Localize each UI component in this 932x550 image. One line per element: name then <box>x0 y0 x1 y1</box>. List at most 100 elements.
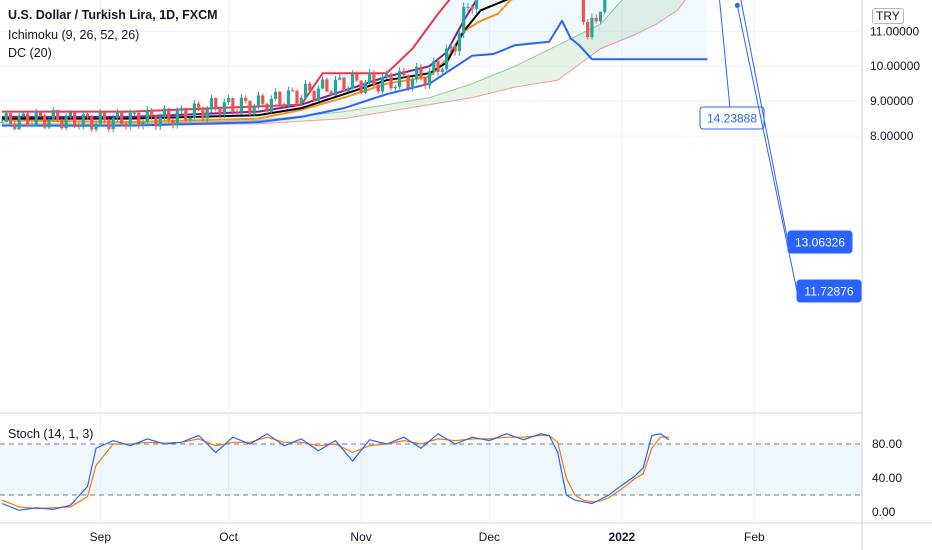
candle-body <box>586 21 590 38</box>
candle-body <box>440 69 444 72</box>
time-tick-label: Sep <box>90 530 112 544</box>
candle-body <box>107 120 111 130</box>
candle-body <box>4 113 8 123</box>
candle-body <box>26 113 30 127</box>
callout-anchor <box>734 2 740 8</box>
callout-value: 13.06326 <box>795 236 845 250</box>
candle-body <box>338 77 342 80</box>
candle-body <box>355 74 359 81</box>
candle-body <box>38 111 43 116</box>
candle-body <box>154 116 158 127</box>
candle-body <box>150 109 154 117</box>
candle-body <box>325 79 329 92</box>
candle-body <box>312 90 316 101</box>
callout-value: 14.23888 <box>707 112 757 126</box>
candle-body <box>598 11 603 22</box>
stoch-tick-label: 40.00 <box>872 471 902 485</box>
candle-body <box>73 112 77 126</box>
candle-body <box>47 119 51 128</box>
stoch-d-line <box>1 434 669 510</box>
leading-span-b <box>2 0 686 127</box>
candle-body <box>231 98 235 112</box>
candle-body <box>402 71 406 76</box>
candle-body <box>590 17 594 38</box>
candle-body <box>393 86 397 89</box>
candle-body <box>291 90 295 92</box>
callout-box <box>796 279 862 303</box>
candle-body <box>184 107 188 121</box>
callout-pointer <box>719 0 733 130</box>
candle-body <box>282 104 286 106</box>
candle-body <box>299 97 303 104</box>
stoch-tick-label: 80.00 <box>872 437 902 451</box>
candle-body <box>197 103 201 108</box>
candle-body <box>603 0 607 12</box>
donchian-legend[interactable]: DC (20) <box>8 46 52 60</box>
candle-body <box>98 112 102 124</box>
callout-value: 11.72876 <box>804 285 853 299</box>
symbol-title[interactable]: U.S. Dollar / Turkish Lira, 1D, FXCM <box>8 8 218 22</box>
candle-body <box>55 110 60 121</box>
donchian-fill <box>2 0 708 126</box>
candle-body <box>175 110 179 125</box>
candle-body <box>594 17 598 22</box>
candle-body <box>397 71 402 87</box>
candle-body <box>342 77 346 92</box>
price-tick-label: 10.00000 <box>870 59 920 73</box>
candle-body <box>432 61 436 72</box>
candle-body <box>385 73 389 78</box>
candle-body <box>43 115 47 128</box>
candle-body <box>158 116 162 127</box>
candle-body <box>449 46 453 49</box>
candle-body <box>363 82 367 93</box>
donchian-upper-line <box>2 0 451 113</box>
candle-body <box>90 116 94 130</box>
candle-body <box>13 123 17 130</box>
candle-body <box>321 79 325 89</box>
candle-body <box>218 108 222 116</box>
candle-body <box>34 111 38 126</box>
candle-body <box>295 90 299 104</box>
candle-body <box>205 109 209 119</box>
candle-body <box>346 88 350 92</box>
candle-body <box>261 95 265 104</box>
candle-body <box>423 77 427 86</box>
candle-body <box>209 98 214 110</box>
time-tick-label: Oct <box>219 530 238 544</box>
candle-body <box>252 106 256 114</box>
ichimoku-cloud <box>2 0 686 126</box>
candle-body <box>137 112 141 126</box>
callout-pointer <box>736 5 798 292</box>
candle-body <box>235 111 239 113</box>
ichimoku-legend[interactable]: Ichimoku (9, 26, 52, 26) <box>8 28 140 42</box>
candle-body <box>120 111 124 124</box>
candle-body <box>376 84 380 92</box>
candle-body <box>222 102 226 116</box>
candle-body <box>372 72 376 85</box>
price-tick-label: 9.00000 <box>870 94 914 108</box>
candle-body <box>30 125 34 127</box>
candle-body <box>226 98 231 103</box>
stoch-tick-label: 0.00 <box>872 505 896 519</box>
candle-body <box>256 95 261 107</box>
candle-body <box>128 112 132 127</box>
stoch-legend[interactable]: Stoch (14, 1, 3) <box>8 427 94 441</box>
candle-body <box>350 74 355 89</box>
candle-body <box>389 73 393 89</box>
stoch-k-line <box>1 433 670 511</box>
candle-body <box>141 122 145 126</box>
candle-body <box>0 122 4 124</box>
candle-body <box>111 118 115 130</box>
candle-body <box>239 97 243 112</box>
candle-body <box>462 6 466 34</box>
candle-body <box>51 110 55 120</box>
candle-body <box>269 98 273 112</box>
candle-body <box>8 113 13 124</box>
candle-body <box>286 90 291 106</box>
candle-body <box>162 108 167 117</box>
candle-body <box>274 91 278 99</box>
candle-body <box>103 112 107 121</box>
candle-body <box>419 66 423 78</box>
